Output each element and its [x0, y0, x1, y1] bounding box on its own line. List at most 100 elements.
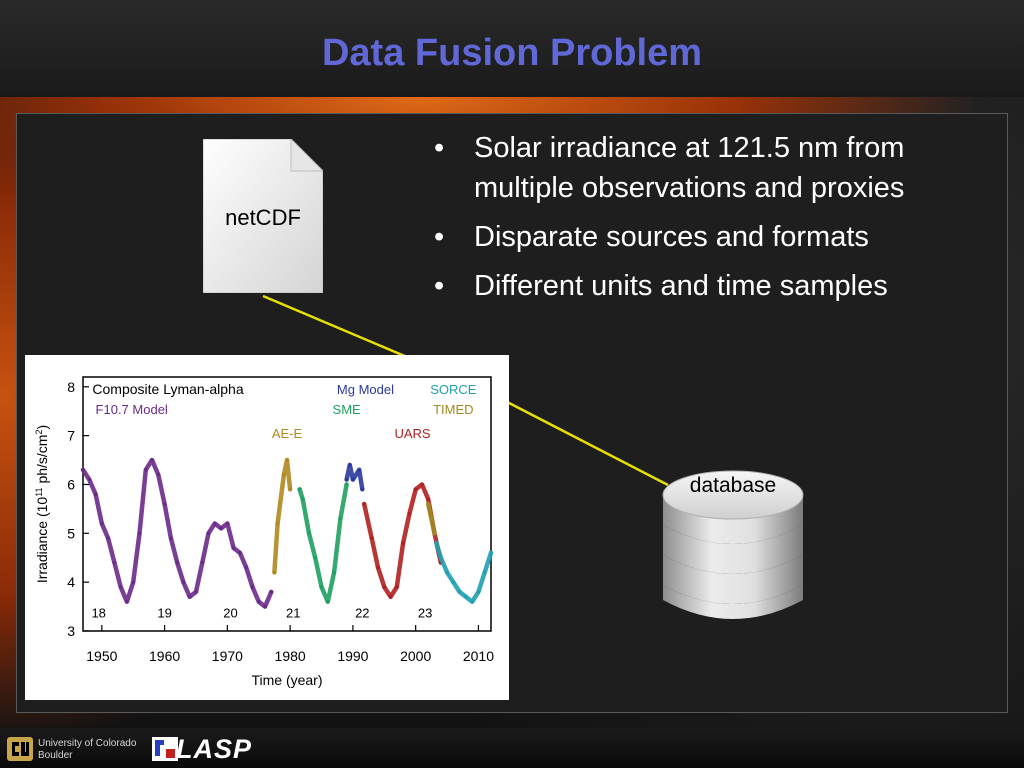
legend-label: AE-E	[272, 426, 303, 441]
lasp-logo-text: LASP	[176, 734, 253, 764]
data-point	[112, 560, 117, 565]
data-point	[194, 590, 198, 594]
x-tick-label: 1950	[86, 648, 117, 664]
data-point	[445, 570, 449, 575]
data-point	[137, 531, 142, 536]
data-point	[313, 555, 318, 560]
data-point	[175, 560, 179, 565]
label-layer: 18 19 20 21 22 23 F10.7 Model AE-E SME Mg Model SO…	[91, 382, 476, 620]
x-axis-label: Time (year)	[251, 672, 322, 688]
data-point	[451, 580, 456, 584]
series-line-6	[434, 540, 494, 604]
y-tick-label: 8	[67, 379, 75, 395]
x-tick-label: 1960	[149, 648, 180, 664]
data-point	[181, 580, 186, 584]
title-bar	[0, 0, 1024, 97]
data-point	[272, 570, 277, 575]
data-point	[250, 585, 255, 589]
bullet-list: • Solar irradiance at 121.5 nm from mult…	[434, 128, 1004, 315]
x-tick-label: 1970	[212, 648, 243, 664]
y-label-exp: 11	[34, 487, 44, 496]
y-tick-label: 4	[67, 574, 75, 590]
lasp-mark-icon	[152, 737, 178, 761]
data-point	[362, 502, 367, 506]
plot-frame	[82, 376, 492, 632]
data-point	[162, 502, 167, 506]
cycle-number-label: 18	[91, 605, 105, 620]
data-point	[338, 516, 343, 521]
legend-label: Mg Model	[337, 382, 394, 397]
y-tick-label: 5	[67, 525, 75, 541]
data-point	[319, 585, 324, 589]
cu-logo-icon	[7, 737, 33, 761]
data-point	[263, 604, 267, 609]
data-point	[464, 595, 468, 599]
data-point	[231, 546, 236, 550]
y-label-exp2: 2	[34, 430, 44, 435]
data-point	[297, 487, 302, 492]
data-point	[269, 590, 274, 594]
data-point	[219, 526, 223, 531]
data-point	[288, 487, 292, 492]
data-point	[489, 551, 493, 555]
legend-label: TIMED	[433, 402, 473, 417]
data-point	[413, 487, 418, 492]
bullet-text: Disparate sources and formats	[474, 221, 869, 253]
cycle-number-label: 23	[418, 605, 432, 620]
legend-label: F10.7 Model	[96, 402, 168, 417]
netcdf-label: netCDF	[225, 205, 301, 230]
series-line-4	[361, 482, 444, 600]
data-point	[125, 599, 129, 604]
bullet-dot: •	[434, 132, 445, 164]
data-point	[438, 555, 443, 560]
slide-title: Data Fusion Problem	[321, 32, 703, 74]
bullet-item: • Solar irradiance at 121.5 nm from mult…	[434, 128, 1004, 208]
data-point	[81, 468, 85, 472]
data-point	[347, 463, 352, 467]
data-point	[300, 497, 305, 501]
data-point	[244, 565, 248, 570]
bullet-item: • Disparate sources and formats	[434, 217, 1004, 257]
lyman-alpha-chart: 1950 1960 1970 1980 1990 2000 2010 3 4 5 6 7 8 18 19 2…	[25, 355, 509, 700]
data-point	[395, 585, 399, 589]
data-point	[93, 492, 98, 497]
bullet-item: • Different units and time samples	[434, 266, 1004, 306]
data-point	[100, 521, 104, 526]
series-line-2	[297, 482, 349, 604]
data-point	[285, 458, 289, 462]
data-point	[143, 468, 148, 472]
data-point	[351, 477, 355, 482]
x-tick-label: 1980	[275, 648, 306, 664]
data-point	[382, 585, 387, 589]
y-tick-label: 7	[67, 428, 75, 444]
bullet-text: Different units and time samples	[474, 270, 888, 302]
data-point	[256, 599, 261, 604]
data-point	[307, 531, 311, 536]
chart-title: Composite Lyman-alpha	[92, 381, 243, 397]
series-layer	[80, 457, 494, 609]
series-line-0	[80, 457, 274, 609]
y-axis-label: Irradiance (1011 ph/s/cm2)	[34, 425, 50, 583]
data-point	[476, 590, 481, 594]
data-point	[482, 570, 487, 575]
data-point	[238, 551, 242, 555]
data-point	[420, 482, 424, 487]
data-point	[282, 472, 286, 477]
data-point	[206, 531, 211, 536]
data-point	[429, 516, 434, 521]
database-icon	[662, 470, 804, 619]
data-point	[150, 458, 154, 462]
legend-label: SME	[333, 402, 362, 417]
data-point	[432, 531, 437, 536]
university-line2: Boulder	[38, 750, 73, 761]
legend-label: SORCE	[430, 382, 477, 397]
data-point	[131, 580, 136, 584]
cycle-number-label: 19	[157, 605, 171, 620]
x-tick-label: 1990	[337, 648, 368, 664]
y-tick-label: 3	[67, 623, 75, 639]
data-point	[344, 482, 349, 487]
data-point	[434, 541, 439, 545]
data-point	[426, 502, 431, 506]
bullet-dot: •	[434, 221, 445, 253]
y-label-suffix: )	[34, 425, 50, 430]
